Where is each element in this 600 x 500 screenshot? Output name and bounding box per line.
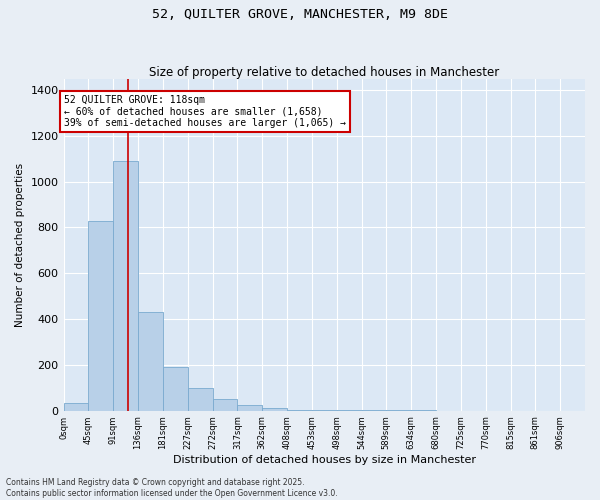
Bar <box>88 220 113 410</box>
Text: Contains HM Land Registry data © Crown copyright and database right 2025.
Contai: Contains HM Land Registry data © Crown c… <box>6 478 338 498</box>
Bar <box>262 408 287 410</box>
Bar <box>113 161 138 410</box>
Title: Size of property relative to detached houses in Manchester: Size of property relative to detached ho… <box>149 66 499 78</box>
Bar <box>163 367 188 410</box>
Text: 52, QUILTER GROVE, MANCHESTER, M9 8DE: 52, QUILTER GROVE, MANCHESTER, M9 8DE <box>152 8 448 20</box>
Bar <box>188 388 212 410</box>
Bar <box>64 402 88 410</box>
Bar <box>238 405 262 410</box>
Text: 52 QUILTER GROVE: 118sqm
← 60% of detached houses are smaller (1,658)
39% of sem: 52 QUILTER GROVE: 118sqm ← 60% of detach… <box>64 94 346 128</box>
Y-axis label: Number of detached properties: Number of detached properties <box>15 162 25 326</box>
Bar <box>138 312 163 410</box>
Bar <box>212 400 238 410</box>
X-axis label: Distribution of detached houses by size in Manchester: Distribution of detached houses by size … <box>173 455 476 465</box>
